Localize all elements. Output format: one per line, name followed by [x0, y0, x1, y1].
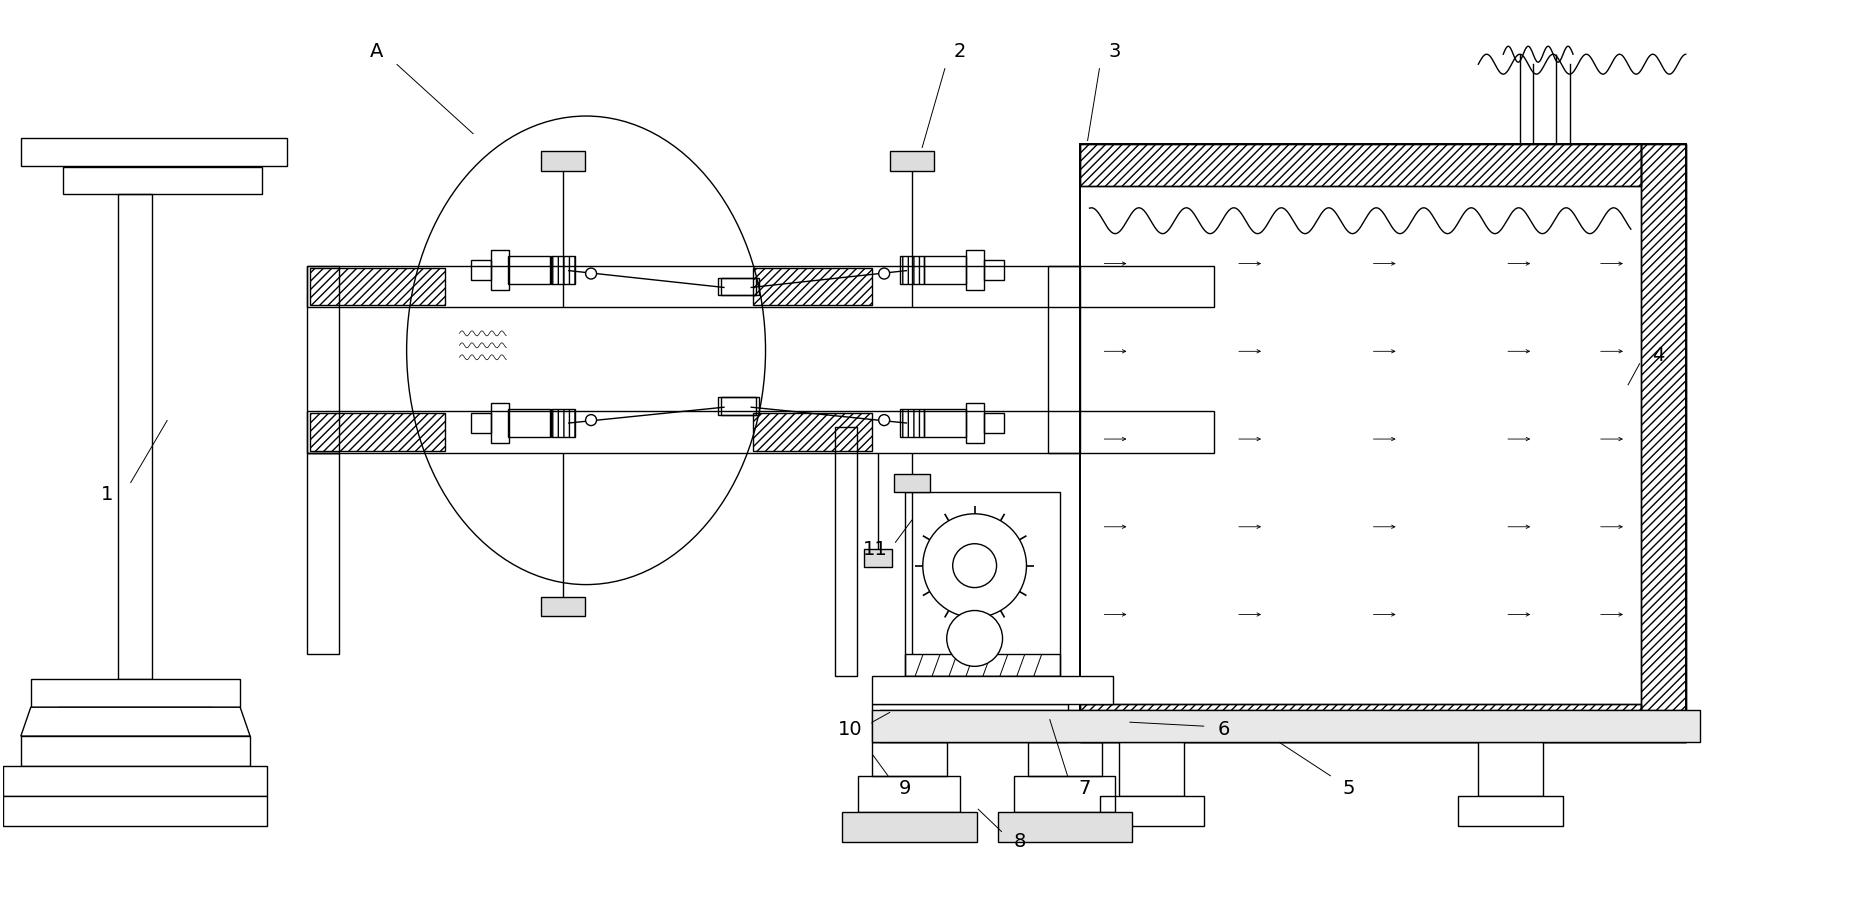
Bar [720, 278, 758, 296]
Bar [310, 413, 445, 451]
Bar [983, 413, 1004, 433]
Bar [880, 710, 1687, 742]
Bar [492, 403, 508, 443]
Bar [30, 680, 240, 707]
Bar [552, 255, 576, 283]
Bar [904, 492, 1060, 676]
Bar [308, 265, 340, 453]
Bar [308, 453, 340, 654]
Bar [966, 403, 983, 443]
Bar [857, 776, 961, 812]
Text: A: A [370, 42, 383, 61]
Bar [966, 250, 983, 290]
Bar [752, 268, 872, 306]
Bar [865, 548, 893, 567]
Bar [872, 710, 1700, 742]
Bar [835, 427, 857, 676]
Bar [308, 411, 1214, 453]
Text: 4: 4 [1651, 346, 1664, 365]
Text: 2: 2 [953, 42, 966, 61]
Bar [308, 265, 1214, 308]
Bar [904, 654, 1060, 676]
Bar [4, 795, 266, 826]
Bar [540, 596, 585, 616]
Bar [752, 413, 872, 451]
Bar [1079, 144, 1642, 186]
Bar [471, 260, 492, 280]
Circle shape [947, 611, 1002, 666]
Bar [58, 707, 212, 736]
Text: 9: 9 [899, 779, 912, 798]
Bar [62, 167, 263, 194]
Polygon shape [21, 707, 250, 736]
Bar [895, 474, 930, 492]
Text: 5: 5 [1343, 779, 1354, 798]
Text: 10: 10 [839, 719, 863, 738]
Bar [1099, 795, 1204, 826]
Bar [21, 736, 250, 766]
Bar [4, 766, 266, 795]
Bar [925, 409, 966, 437]
Text: 11: 11 [863, 540, 887, 559]
Bar [1079, 144, 1642, 186]
Circle shape [585, 268, 597, 279]
Circle shape [878, 268, 889, 279]
Circle shape [585, 414, 597, 425]
Text: 1: 1 [101, 485, 114, 504]
Bar [552, 409, 576, 437]
Bar [1642, 144, 1687, 742]
Bar [720, 397, 758, 415]
Bar [540, 151, 585, 171]
Bar [471, 413, 492, 433]
Bar [1642, 144, 1687, 742]
Bar [1458, 795, 1563, 826]
Bar [719, 278, 756, 296]
Circle shape [953, 544, 996, 587]
Bar [1013, 776, 1116, 812]
Bar [872, 676, 1114, 704]
Bar [492, 250, 508, 290]
Bar [1478, 742, 1544, 795]
Bar [872, 742, 947, 776]
Bar [900, 255, 925, 283]
Text: 3: 3 [1109, 42, 1120, 61]
Bar [508, 255, 550, 283]
Text: 7: 7 [1079, 779, 1090, 798]
Bar [719, 397, 756, 415]
Polygon shape [21, 138, 287, 166]
Bar [508, 409, 550, 437]
Bar [118, 194, 152, 680]
Bar [900, 409, 925, 437]
Bar [983, 260, 1004, 280]
Bar [1079, 704, 1642, 742]
Circle shape [923, 514, 1026, 617]
Bar [842, 812, 977, 842]
Bar [1079, 704, 1642, 742]
Circle shape [878, 414, 889, 425]
Bar [925, 255, 966, 283]
Bar [998, 812, 1133, 842]
Bar [1079, 144, 1687, 742]
Bar [889, 151, 934, 171]
Text: 6: 6 [1218, 719, 1231, 738]
Text: 8: 8 [1013, 833, 1026, 852]
Bar [1120, 742, 1184, 795]
Bar [1047, 265, 1079, 453]
Bar [310, 268, 445, 306]
Bar [1028, 742, 1103, 776]
